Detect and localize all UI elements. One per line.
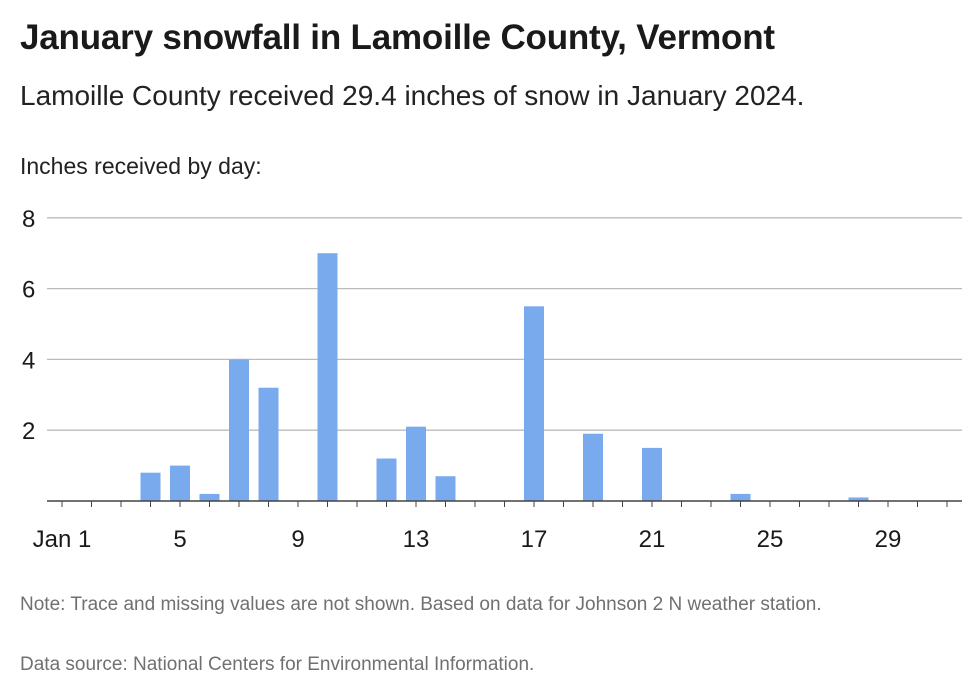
y-tick-label: 6 <box>22 277 35 304</box>
chart-note: Note: Trace and missing values are not s… <box>20 594 822 615</box>
y-tick-label: 8 <box>22 206 35 233</box>
chart-title: January snowfall in Lamoille County, Ver… <box>20 18 775 57</box>
bar <box>317 253 338 501</box>
bar <box>229 359 249 501</box>
bar <box>848 497 869 501</box>
bar <box>140 472 161 501</box>
chart-subtitle: Lamoille County received 29.4 inches of … <box>20 80 805 111</box>
bar <box>170 465 190 501</box>
x-tick-label: 29 <box>875 526 902 553</box>
bar <box>406 426 426 501</box>
x-tick-label: 9 <box>291 526 304 553</box>
x-tick-label: 13 <box>403 526 430 553</box>
y-tick-label: 2 <box>22 418 35 445</box>
y-tick-label: 4 <box>22 347 35 374</box>
bar <box>730 493 751 501</box>
bar <box>435 476 456 501</box>
bar <box>258 387 279 501</box>
bar <box>376 458 397 501</box>
x-tick-label: 17 <box>521 526 548 553</box>
bar <box>524 306 544 501</box>
bar <box>583 433 603 501</box>
bar <box>199 493 220 501</box>
x-tick-label: Jan 1 <box>33 526 92 553</box>
x-tick-label: 21 <box>639 526 666 553</box>
x-tick-label: 25 <box>757 526 784 553</box>
y-axis-label: Inches received by day: <box>20 153 262 179</box>
bar <box>642 447 662 501</box>
snowfall-bar-chart: 2 4 6 8 Jan 1 5 9 13 17 21 25 29 <box>22 206 962 553</box>
x-tick-label: 5 <box>173 526 186 553</box>
data-source: Data source: National Centers for Enviro… <box>20 654 535 675</box>
